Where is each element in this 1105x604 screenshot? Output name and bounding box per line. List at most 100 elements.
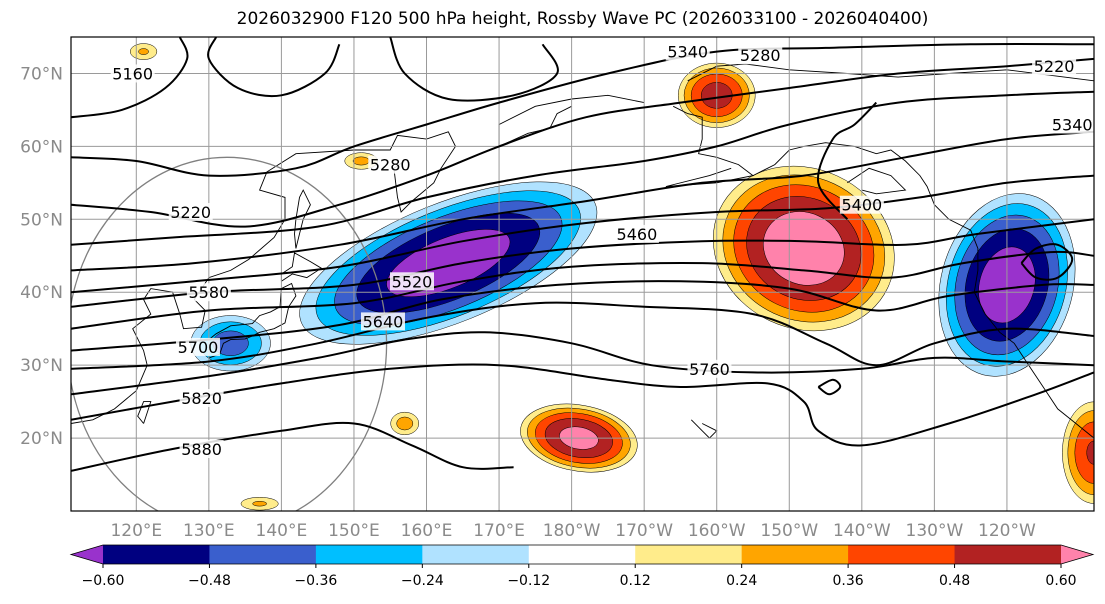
height-contour-line [816,101,878,220]
anomaly-blob [1062,401,1094,504]
contour-label: 5760 [687,359,732,379]
coastline [665,105,755,187]
height-contour-line [389,37,559,102]
height-contour-line [71,218,1094,308]
lon-tick-label: 150°E [328,521,380,541]
contour-label-text: 5640 [363,312,404,331]
coastline [280,252,323,282]
contour-label-bg [839,195,884,214]
contour-label-bg [175,337,220,356]
contour-label-bg [665,42,710,61]
contour-label-text: 5700 [178,338,219,357]
colorbar-segment [954,545,1062,564]
contour-label: 5520 [390,272,434,291]
height-contour-line [71,43,1094,177]
height-contour-line [71,250,1094,330]
anomaly-blob [240,497,279,511]
contour-label-text: 5520 [392,272,433,291]
lat-tick-label: 60°N [20,137,63,157]
lon-tick-label: 130°E [183,521,235,541]
lon-tick-label: 140°E [256,521,308,541]
lon-tick-label: 180°W [543,521,601,541]
height-contour-line [71,421,514,472]
lat-tick-label: 50°N [20,210,63,230]
contour-label-text: 5760 [689,360,730,379]
contour-label-text: 5460 [617,225,658,244]
contour-label: 5220 [1032,57,1077,76]
anomaly-blob [129,43,158,60]
height-contour-line [1020,243,1074,281]
height-contour-line [71,37,189,119]
contour-label: 5340 [1050,115,1094,135]
contour-label: 5880 [179,440,224,459]
contour-label: 5160 [110,64,155,83]
colorbar-tick-label: 0.48 [939,573,970,589]
colorbar-tick-label: 0.60 [1045,573,1076,589]
colorbar-segment [209,545,317,564]
chart-title: 2026032900 F120 500 hPa height, Rossby W… [236,9,929,29]
contour-label: 5280 [368,155,413,175]
contour-label: 5820 [179,388,224,408]
colorbar-tick-label: 0.12 [620,573,651,589]
coastline [847,167,907,195]
contour-label-bg [614,224,659,243]
colorbar-tick-label: −0.12 [507,573,550,589]
coastline [137,401,152,424]
lon-tick-label: 120°E [110,521,162,541]
contour-label-bg [110,64,155,83]
contour-label: 5280 [738,46,783,65]
anomaly-band [396,416,414,431]
contour-label-bg [738,46,783,65]
contour-label-text: 5880 [181,440,222,459]
height-contour-line [71,280,1094,352]
height-contour-line [817,378,842,396]
height-contour-labels: 5160 5220 5280 5340 5280 5220 5340 5400 5460 5520… [110,42,1094,459]
anomaly-blob [520,403,638,473]
colorbar-extend-low [71,545,103,564]
height-contour-line [71,57,1094,228]
contour-label: 5460 [614,224,659,244]
lon-tick-label: 170°W [615,521,673,541]
map-frame [70,36,1095,512]
colorbar-segment [422,545,530,564]
contour-label-bg [179,440,224,459]
contour-label-text: 5280 [740,46,781,65]
colorbar-tick-label: −0.36 [294,573,337,589]
gridlines [71,37,1094,511]
coastline [71,131,457,424]
lon-tick-label: 130°W [906,521,964,541]
lat-tick-label: 70°N [20,64,63,84]
lat-tick-label: 20°N [20,429,63,449]
contour-label-bg [168,203,213,222]
colorbar-tick-label: −0.24 [401,573,444,589]
coastline [208,282,297,359]
contour-label: 5340 [665,42,710,62]
lon-tick-label: 120°W [978,521,1036,541]
anomaly-band [138,48,149,55]
colorbar-tick-label: 0.36 [833,573,864,589]
contour-label-text: 5220 [170,203,211,222]
map-content: 5160 5220 5280 5340 5280 5220 5340 5400 5460 5520… [71,37,1094,511]
contour-label-bg [360,312,405,331]
contour-label-bg [687,359,732,378]
contour-label-text: 5280 [370,156,411,175]
anomaly-blob [390,411,420,436]
colorbar-segment [528,545,636,564]
contour-label-bg [1032,57,1077,76]
axis-labels: 20°N 30°N 40°N 50°N 60°N 70°N 120°E 130°E 140°E 1… [20,64,1036,541]
contour-label-bg [368,155,413,174]
contour-label: 5640 [360,312,405,331]
contour-label-text: 5820 [181,389,222,408]
contour-label: 5700 [175,337,220,357]
contour-label-text: 5400 [841,196,882,215]
height-contour-line [207,37,341,98]
contour-label-text: 5580 [188,283,229,302]
colorbar-tick-label: −0.48 [188,573,231,589]
contour-label-bg [1050,115,1094,134]
lon-tick-label: 160°W [688,521,746,541]
height-contour-line [71,174,1094,294]
contour-label-bg [186,283,231,302]
height-contour-line [71,331,1094,396]
height-contour-line [71,130,1094,272]
